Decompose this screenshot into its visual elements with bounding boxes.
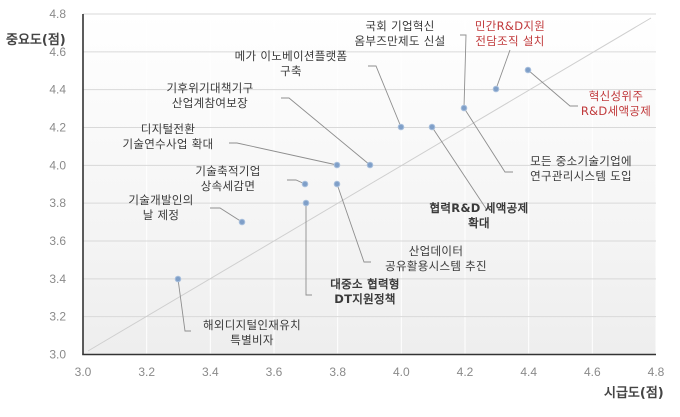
data-point[interactable] — [301, 180, 309, 188]
point-label: 기후위기대책기구 산업계참여보장 — [166, 81, 253, 110]
x-tick-label: 3.4 — [202, 365, 219, 379]
x-tick-label: 4.0 — [393, 365, 410, 379]
data-point[interactable] — [428, 123, 436, 131]
y-tick-label: 4.2 — [49, 121, 66, 135]
point-label: 메가 이노베이션플랫폼 구축 — [235, 49, 348, 78]
leader-line — [460, 34, 467, 109]
point-label: 모든 중소기술기업에 연구관리시스템 도입 — [530, 154, 632, 183]
point-label: 대중소 협력형 DT지원정책 — [330, 277, 400, 306]
y-axis-title: 중요도(점) — [6, 33, 66, 48]
leader-line — [368, 65, 402, 128]
point-label-highlight: 혁신성위주 R&D세액공제 — [581, 89, 651, 118]
leader-line — [336, 183, 371, 263]
point-label: 협력R&D 세액공제 확대 — [430, 201, 529, 230]
leader-line — [281, 97, 371, 166]
x-axis-title: 시급도(점) — [604, 386, 664, 401]
y-tick-label: 4.6 — [49, 45, 66, 59]
data-labels: 해외디지털인재유치 특별비자 기술개발인의 날 제정 대중소 협력형 DT지원정책 기… — [123, 19, 651, 347]
data-point[interactable] — [333, 161, 341, 169]
y-tick-label: 3.4 — [49, 272, 66, 286]
point-label: 해외디지털인재유치 특별비자 — [203, 318, 301, 347]
x-tick-label: 3.0 — [75, 365, 92, 379]
data-point[interactable] — [174, 275, 182, 283]
reference-diagonal-line — [87, 17, 652, 352]
leader-line — [463, 107, 513, 173]
y-tick-label: 3.0 — [49, 348, 66, 362]
y-axis-ticks: 3.0 3.2 3.4 3.6 3.8 4.0 4.2 4.4 4.6 4.8 — [49, 7, 66, 362]
x-axis-ticks: 3.0 3.2 3.4 3.6 3.8 4.0 4.2 4.4 4.6 4.8 — [75, 365, 665, 379]
y-tick-label: 4.4 — [49, 83, 66, 97]
x-tick-label: 4.2 — [457, 365, 474, 379]
vertical-gridlines — [146, 14, 657, 354]
leader-line — [527, 69, 578, 107]
leader-line — [495, 49, 511, 90]
data-point[interactable] — [460, 104, 468, 112]
y-tick-label: 3.2 — [49, 310, 66, 324]
data-point[interactable] — [302, 199, 310, 207]
leader-line — [305, 203, 312, 296]
data-point[interactable] — [397, 123, 405, 131]
y-tick-label: 4.0 — [49, 158, 66, 172]
point-label-highlight: 민간R&D지원 전담조직 설치 — [475, 19, 545, 48]
x-tick-label: 4.4 — [520, 365, 537, 379]
leader-line — [229, 142, 338, 166]
point-label: 디지털전환 기술연수사업 확대 — [123, 122, 214, 151]
leader-line — [177, 278, 191, 332]
data-point[interactable] — [238, 218, 246, 226]
data-point[interactable] — [524, 66, 532, 74]
point-label: 국회 기업혁신 옴부즈만제도 신설 — [355, 19, 446, 48]
x-tick-label: 4.8 — [648, 365, 665, 379]
leader-line — [431, 126, 488, 211]
x-tick-label: 3.8 — [329, 365, 346, 379]
x-tick-label: 3.2 — [138, 365, 155, 379]
x-tick-label: 3.6 — [266, 365, 283, 379]
point-label: 기술축적기업 상속세감면 — [195, 164, 260, 193]
data-points — [174, 66, 532, 283]
data-point[interactable] — [366, 161, 374, 169]
point-label: 기술개발인의 날 제정 — [128, 193, 193, 222]
point-label: 산업데이터 공유활용시스템 추진 — [385, 244, 487, 273]
y-tick-label: 3.6 — [49, 234, 66, 248]
y-tick-label: 3.8 — [49, 196, 66, 210]
x-tick-label: 4.6 — [584, 365, 601, 379]
data-point[interactable] — [492, 85, 500, 93]
leader-line — [210, 207, 243, 223]
y-tick-label: 4.8 — [49, 7, 66, 21]
data-point[interactable] — [333, 180, 341, 188]
